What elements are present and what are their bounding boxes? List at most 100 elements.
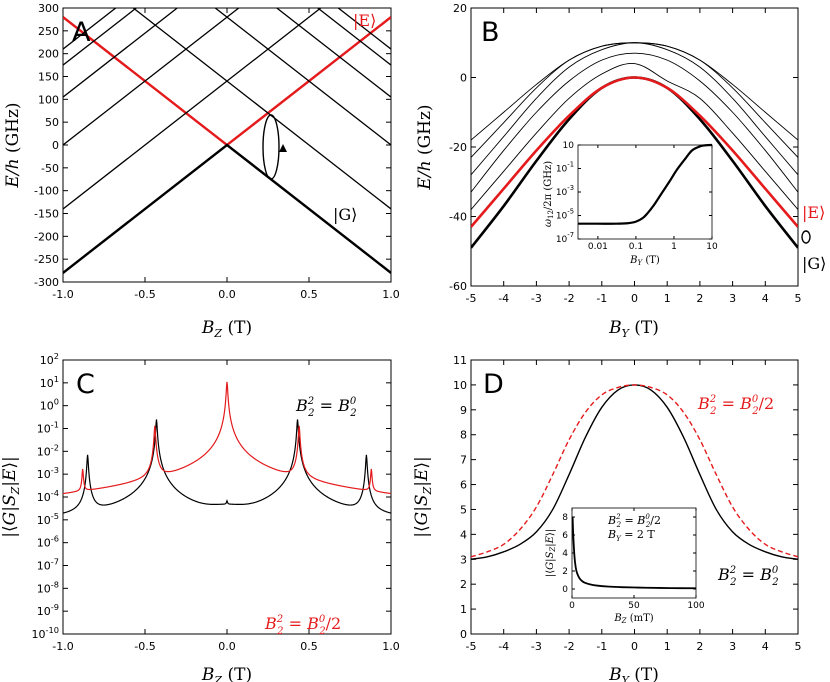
y-tick-label: 10-5 bbox=[556, 208, 574, 222]
x-tick-label: 10 bbox=[706, 242, 718, 252]
x-tick-label: -0.5 bbox=[134, 288, 155, 301]
y-tick-label: 9 bbox=[460, 404, 467, 417]
y-tick-label: 10-6 bbox=[37, 534, 59, 550]
panel-d-red-series-label: B2 2 = B0 2/2 bbox=[697, 394, 774, 417]
y-tick-label: 2 bbox=[460, 578, 467, 591]
y-tick-label: 0 bbox=[52, 139, 59, 152]
panel-c-red-series-label: B2 2 = B0 2/2 bbox=[264, 614, 341, 637]
x-tick-label: -1.0 bbox=[52, 640, 73, 653]
y-tick-label: 150 bbox=[38, 71, 59, 84]
panel-a-ylabel: E/h (GHz) bbox=[3, 102, 23, 188]
panel-b-inset-curve bbox=[578, 143, 713, 225]
panel-b-excited-state-label: |E⟩ bbox=[802, 203, 825, 222]
panel-c-letter: C bbox=[76, 369, 95, 400]
panel-c-ticks: -1.0 -0.5 0.0 0.5 1.0 102 101 100 10-1 10-2 10-3 10… bbox=[32, 351, 400, 653]
panel-d-inset-curve bbox=[571, 516, 697, 590]
y-tick-label: 10-5 bbox=[37, 511, 59, 527]
x-tick-label: 1 bbox=[671, 242, 677, 252]
level-line bbox=[337, 8, 391, 50]
x-tick-label: 0.5 bbox=[300, 288, 318, 301]
y-tick-label: 6 bbox=[562, 531, 568, 541]
x-tick-label: 0.5 bbox=[300, 640, 318, 653]
y-tick-label: 10-3 bbox=[37, 465, 59, 481]
panel-c-black-series-label: B2 2 = B0 2 bbox=[295, 396, 357, 419]
y-tick-label: -60 bbox=[449, 280, 467, 293]
level-line bbox=[132, 8, 391, 210]
panel-d-inset-ticks: 0 50 100 0 2 4 6 8 bbox=[562, 508, 705, 611]
level-line bbox=[316, 8, 391, 66]
tunnel-splitting-curve bbox=[578, 143, 713, 225]
y-tick-label: 5 bbox=[460, 503, 467, 516]
y-tick-label: 10-3 bbox=[556, 184, 574, 198]
y-tick-label: 3 bbox=[460, 553, 467, 566]
panel-c: -1.0 -0.5 0.0 0.5 1.0 102 101 100 10-1 10-2 10-3 10… bbox=[0, 351, 400, 682]
y-tick-label: 250 bbox=[38, 25, 59, 38]
panel-b-inset-xlabel: BY (T) bbox=[629, 255, 660, 267]
level-line bbox=[63, 8, 240, 146]
y-tick-label: 0 bbox=[460, 628, 467, 641]
y-tick-label: 10-8 bbox=[37, 579, 59, 595]
panel-b-ground-state-label: |G⟩ bbox=[802, 254, 826, 273]
panel-d-inset-param-2: BY = 2 T bbox=[607, 528, 655, 543]
level-line bbox=[63, 8, 322, 210]
panel-b-ylabel: E/h (GHz) bbox=[415, 104, 435, 190]
level-curve bbox=[471, 63, 798, 210]
panel-d-lines bbox=[471, 384, 798, 560]
y-tick-label: 10-2 bbox=[37, 442, 59, 458]
panel-a-letter: A bbox=[72, 17, 91, 48]
y-tick-label: 10-10 bbox=[32, 625, 59, 641]
x-tick-label: 50 bbox=[628, 601, 640, 611]
x-tick-label: -4 bbox=[498, 292, 509, 305]
x-tick-label: -5 bbox=[466, 292, 477, 305]
y-tick-label: 100 bbox=[38, 93, 59, 106]
level-curve bbox=[471, 52, 798, 193]
y-tick-label: 101 bbox=[40, 374, 59, 390]
y-tick-label: 10-4 bbox=[37, 488, 59, 504]
x-tick-label: -1 bbox=[596, 640, 607, 653]
x-tick-label: 0 bbox=[569, 601, 575, 611]
panel-b-lines bbox=[471, 42, 798, 249]
y-tick-label: 300 bbox=[38, 2, 59, 15]
y-tick-label: -50 bbox=[41, 162, 59, 175]
y-tick-label: 7 bbox=[460, 454, 467, 467]
x-tick-label: -3 bbox=[531, 292, 542, 305]
panel-d-inset-param-1: B2 2 = B0 2/2 bbox=[607, 513, 661, 529]
level-line bbox=[63, 8, 179, 98]
panel-a-transition-loop bbox=[262, 114, 280, 180]
y-tick-label: 10-7 bbox=[556, 231, 574, 245]
x-tick-label: 4 bbox=[762, 292, 769, 305]
x-tick-label: 1 bbox=[664, 640, 671, 653]
y-tick-label: 10-1 bbox=[556, 161, 574, 175]
y-tick-label: -300 bbox=[34, 276, 59, 289]
y-tick-label: 10 bbox=[453, 379, 467, 392]
level-line bbox=[63, 8, 117, 50]
level-line bbox=[214, 8, 391, 146]
x-tick-label: 0 bbox=[631, 292, 638, 305]
ground-state-line bbox=[63, 143, 391, 274]
y-tick-label: 4 bbox=[460, 528, 467, 541]
level-line bbox=[63, 8, 138, 66]
x-tick-label: -4 bbox=[498, 640, 509, 653]
x-tick-label: 0 bbox=[631, 640, 638, 653]
panel-b-inset: 0.01 0.1 1 10 10 10-1 10-3 10-5 10-7 BY (T) ω12/… bbox=[543, 141, 718, 267]
panel-a-xlabel: BZ (T) bbox=[201, 318, 252, 340]
x-tick-label: -5 bbox=[466, 640, 477, 653]
y-tick-label: 6 bbox=[460, 479, 467, 492]
x-tick-label: -2 bbox=[564, 292, 575, 305]
y-tick-label: 102 bbox=[40, 351, 59, 367]
y-tick-label: 11 bbox=[453, 354, 467, 367]
panel-d-letter: D bbox=[483, 369, 504, 400]
matrix-element-red-dashed-curve bbox=[471, 384, 798, 558]
y-tick-label: 50 bbox=[45, 116, 59, 129]
panel-a-arrow-icon bbox=[279, 144, 287, 152]
x-tick-label: 0.0 bbox=[218, 288, 236, 301]
y-tick-label: 100 bbox=[40, 397, 59, 413]
y-tick-label: 10 bbox=[563, 141, 575, 151]
x-tick-label: 100 bbox=[687, 601, 704, 611]
y-tick-label: -200 bbox=[34, 230, 59, 243]
panel-d-inset-xlabel: BZ (mT) bbox=[613, 613, 653, 625]
panel-c-lines bbox=[63, 381, 391, 514]
panel-d-xlabel: BY (T) bbox=[608, 665, 659, 682]
y-tick-label: -100 bbox=[34, 185, 59, 198]
